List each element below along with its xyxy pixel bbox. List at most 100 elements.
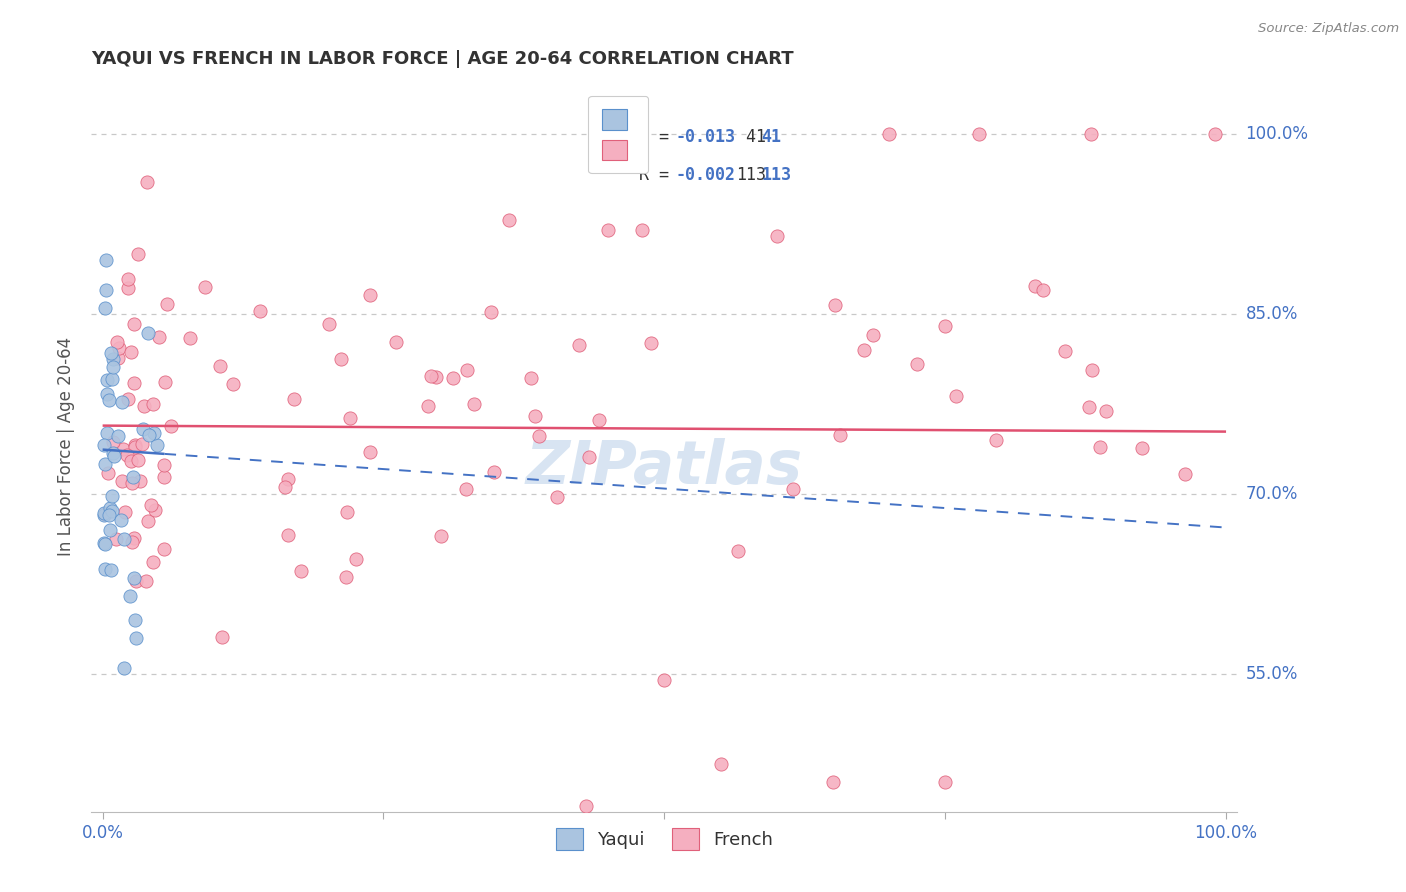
Point [122, 469, 145, 483]
Point [104, 533, 127, 547]
Point [127, 247, 149, 261]
Point [124, 438, 146, 452]
Point [117, 272, 139, 286]
Text: R =: R = [638, 128, 679, 145]
Point [94, 457, 117, 471]
Point [877, 127, 900, 141]
Point [631, 223, 654, 237]
Point [94, 253, 117, 268]
Point [385, 334, 408, 349]
Point [481, 305, 503, 319]
Point [112, 532, 135, 546]
Point [419, 368, 441, 383]
Point [117, 281, 139, 295]
Point [546, 491, 568, 505]
Point [1032, 283, 1054, 297]
Point [1174, 467, 1197, 481]
Y-axis label: In Labor Force | Age 20-64: In Labor Force | Age 20-64 [58, 336, 76, 556]
Point [132, 422, 155, 436]
Point [148, 329, 170, 343]
Point [249, 303, 271, 318]
Point [520, 370, 543, 384]
Point [209, 359, 232, 373]
Point [114, 505, 136, 519]
Point [98, 508, 121, 522]
Point [524, 409, 547, 423]
Point [359, 288, 381, 302]
Point [709, 756, 731, 771]
Point [107, 428, 129, 442]
Point [1130, 441, 1153, 455]
Point [105, 335, 128, 350]
Point [141, 498, 163, 512]
Point [640, 335, 662, 350]
Point [1053, 344, 1076, 359]
Point [111, 394, 134, 409]
Point [1024, 279, 1046, 293]
Point [136, 515, 159, 529]
Point [93, 536, 115, 550]
Point [416, 399, 439, 413]
Point [1078, 400, 1101, 414]
Point [122, 532, 145, 546]
Point [194, 280, 217, 294]
Point [120, 454, 142, 468]
Point [111, 474, 134, 488]
Text: 113: 113 [761, 167, 792, 185]
Point [97, 467, 120, 481]
Point [159, 418, 181, 433]
Point [335, 570, 357, 584]
Point [132, 399, 155, 413]
Point [1094, 404, 1116, 418]
Point [727, 544, 749, 558]
Point [112, 661, 135, 675]
Point [765, 229, 787, 244]
Point [93, 507, 115, 521]
Point [103, 449, 125, 463]
Text: 85.0%: 85.0% [1246, 305, 1298, 323]
Text: 113: 113 [735, 167, 766, 185]
Point [862, 328, 884, 343]
Point [142, 426, 165, 441]
Point [339, 411, 361, 425]
Point [94, 537, 117, 551]
Point [146, 438, 169, 452]
Point [120, 345, 142, 359]
Point [1080, 363, 1102, 377]
Point [124, 571, 146, 585]
Point [94, 283, 117, 297]
Text: 100.0%: 100.0% [1246, 125, 1309, 144]
Point [824, 297, 846, 311]
Point [101, 445, 124, 459]
Point [984, 433, 1007, 447]
Point [101, 372, 124, 386]
Point [290, 564, 312, 578]
Point [93, 508, 115, 522]
Text: ZIPatlas: ZIPatlas [526, 439, 803, 498]
Point [97, 392, 120, 407]
Text: -0.013: -0.013 [675, 128, 735, 145]
Point [136, 326, 159, 340]
Point [1204, 127, 1226, 141]
Legend: Yaqui, French: Yaqui, French [548, 821, 780, 857]
Point [853, 343, 876, 358]
Point [454, 483, 477, 497]
Text: 55.0%: 55.0% [1246, 665, 1298, 682]
Point [103, 351, 125, 366]
Point [463, 397, 485, 411]
Point [598, 223, 620, 237]
Point [96, 373, 118, 387]
Text: 41: 41 [761, 128, 782, 145]
Point [179, 331, 201, 345]
Point [135, 574, 157, 588]
Point [96, 426, 118, 441]
Point [782, 483, 804, 497]
Point [125, 631, 148, 645]
Point [425, 370, 447, 384]
Point [121, 535, 143, 549]
Point [110, 513, 132, 527]
Point [94, 507, 117, 521]
Point [100, 346, 122, 360]
Point [318, 318, 340, 332]
Point [821, 774, 844, 789]
